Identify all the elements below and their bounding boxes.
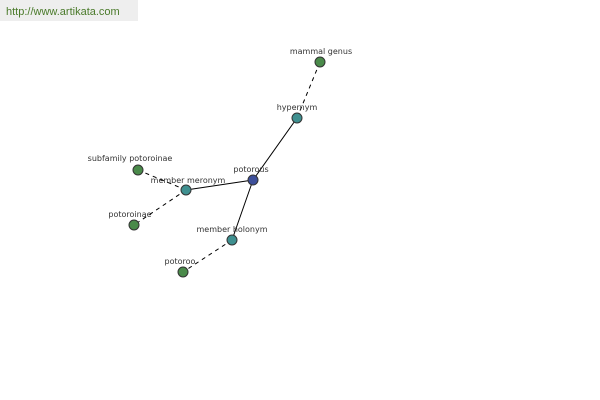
node[interactable] bbox=[314, 56, 326, 68]
edge bbox=[296, 61, 321, 119]
node-label: potoroinae bbox=[108, 210, 151, 219]
node-label: subfamily potoroinae bbox=[88, 154, 173, 163]
edge bbox=[231, 179, 254, 241]
edge bbox=[252, 117, 298, 181]
node-label: mammal genus bbox=[290, 47, 352, 56]
node[interactable] bbox=[247, 174, 259, 186]
node[interactable] bbox=[180, 184, 192, 196]
edge bbox=[137, 169, 187, 191]
edge bbox=[133, 189, 187, 226]
node[interactable] bbox=[291, 112, 303, 124]
node-label: hypernym bbox=[277, 103, 318, 112]
header-url[interactable]: http://www.artikata.com bbox=[6, 6, 120, 18]
node[interactable] bbox=[132, 164, 144, 176]
node[interactable] bbox=[128, 219, 140, 231]
node[interactable] bbox=[177, 266, 189, 278]
node[interactable] bbox=[226, 234, 238, 246]
node-label: member holonym bbox=[196, 225, 267, 234]
node-label: potorous bbox=[233, 165, 268, 174]
node-label: member meronym bbox=[151, 176, 226, 185]
node-label: potoroo bbox=[165, 257, 196, 266]
edge bbox=[182, 239, 233, 273]
header-box bbox=[0, 0, 138, 21]
edge bbox=[185, 179, 254, 191]
